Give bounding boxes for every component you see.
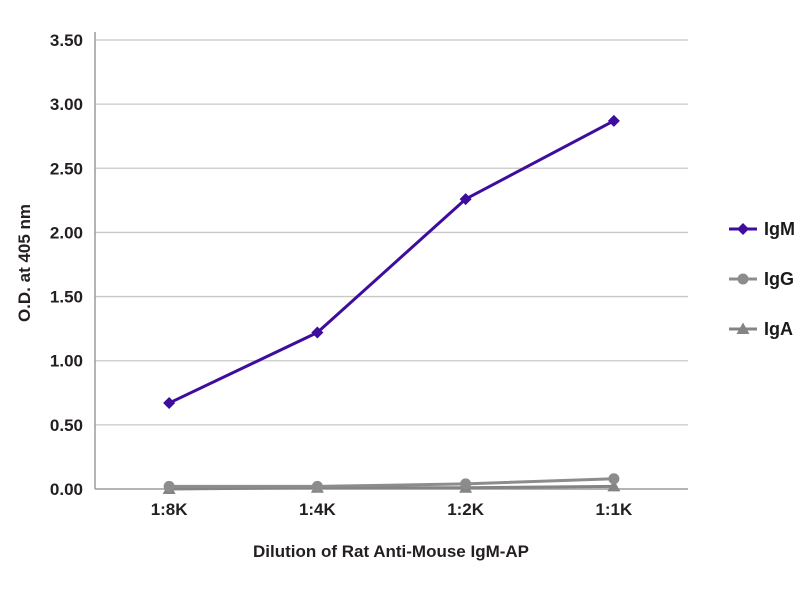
legend-diamond-icon	[729, 223, 757, 235]
series-line-iga	[169, 484, 614, 491]
series-marker-igg	[163, 480, 175, 492]
series-line-igg	[169, 477, 614, 488]
series-layer	[162, 114, 621, 494]
x-axis-title: Dilution of Rat Anti-Mouse IgM-AP	[253, 542, 529, 561]
legend-label: IgG	[764, 269, 794, 289]
x-tick-label: 1:2K	[447, 500, 485, 519]
y-tick-label: 3.00	[50, 95, 83, 114]
y-axis-title: O.D. at 405 nm	[15, 204, 34, 322]
legend-marker-igm	[737, 223, 749, 235]
series-marker-igg	[608, 473, 620, 485]
tick-labels-layer: 0.00 0.50 1.00 1.50 2.00 2.50 3.00 3.50 1:8K 1:4K…	[50, 31, 633, 519]
series-marker-iga	[607, 479, 621, 492]
series-marker-igm	[163, 397, 176, 410]
gridlines-layer	[95, 39, 688, 426]
series-marker-igm	[459, 193, 472, 206]
legend-triangle-icon	[729, 322, 757, 334]
y-tick-label: 1.00	[50, 352, 83, 371]
series-marker-igm	[311, 326, 324, 339]
series-marker-igg	[460, 478, 472, 490]
series-line-igm	[168, 119, 615, 405]
y-tick-label: 2.00	[50, 223, 83, 242]
series-marker-igm	[607, 114, 620, 127]
legend-marker-iga	[736, 322, 750, 334]
x-tick-label: 1:8K	[151, 500, 189, 519]
legend: IgM IgG IgA	[728, 220, 795, 338]
legend-marker-igg	[737, 273, 749, 285]
y-tick-label: 0.50	[50, 416, 83, 435]
legend-circle-icon	[729, 273, 757, 285]
axes-layer	[94, 32, 688, 490]
legend-entry-iga: IgA	[728, 320, 795, 338]
y-tick-label: 0.00	[50, 480, 83, 499]
y-tick-label: 2.50	[50, 159, 83, 178]
legend-entry-igm: IgM	[728, 220, 795, 238]
legend-label: IgM	[764, 219, 795, 239]
legend-entry-igg: IgG	[728, 270, 795, 288]
x-tick-label: 1:1K	[595, 500, 633, 519]
series-marker-igg	[311, 480, 323, 492]
y-tick-label: 1.50	[50, 288, 83, 307]
x-tick-label: 1:4K	[299, 500, 337, 519]
y-tick-label: 3.50	[50, 31, 83, 50]
legend-label: IgA	[764, 319, 793, 339]
